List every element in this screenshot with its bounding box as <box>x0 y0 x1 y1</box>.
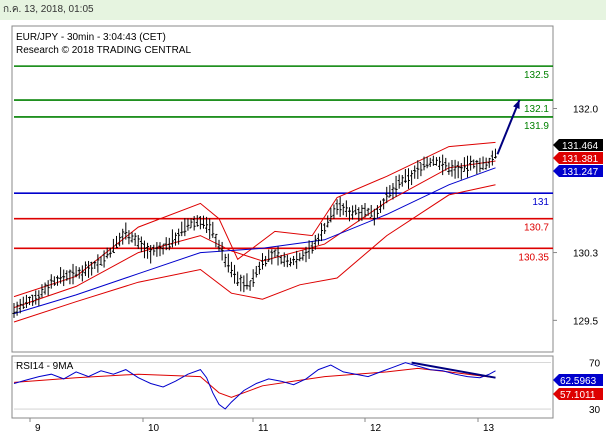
forecast-arrow <box>496 99 521 155</box>
moving-average-blue <box>13 167 496 315</box>
price-tag-label: 131.464 <box>562 141 599 152</box>
moving-averages <box>13 160 496 315</box>
level-label: 132.1 <box>524 104 549 115</box>
x-tick-label: 10 <box>148 423 160 434</box>
y-tick-label: 132.0 <box>573 105 598 116</box>
timestamp-bar: ก.ค. 13, 2018, 01:05 <box>0 0 606 20</box>
timestamp: ก.ค. 13, 2018, 01:05 <box>3 4 94 15</box>
x-tick-label: 9 <box>35 423 41 434</box>
rsi-tag <box>553 374 603 386</box>
rsi-title: RSI14 - 9MA <box>16 361 74 372</box>
forecast-line <box>496 99 521 155</box>
rsi-divergence-line <box>411 361 496 379</box>
band-lower <box>13 184 496 323</box>
rsi-line <box>13 362 496 410</box>
chart-title: EUR/JPY - 30min - 3:04:43 (CET) <box>16 32 166 43</box>
bollinger-bands <box>13 141 496 323</box>
level-label: 131.9 <box>524 121 549 132</box>
price-tags: 131.464 131.381 131.247 62.5963 57.1011 <box>553 139 603 401</box>
level-label: 131 <box>532 197 549 208</box>
x-tick-label: 13 <box>483 423 495 434</box>
price-tag-label: 131.247 <box>562 167 599 178</box>
candlesticks <box>12 148 497 318</box>
price-tag <box>553 152 603 164</box>
moving-average-red <box>13 160 496 309</box>
rsi-tag-label: 57.1011 <box>560 390 596 401</box>
level-label: 130.35 <box>518 252 549 263</box>
rsi-ma-line <box>13 367 496 398</box>
price-tag <box>553 165 603 177</box>
x-tick-label: 11 <box>258 423 269 434</box>
rsi-tag <box>553 388 603 400</box>
forecast-arrowhead <box>513 100 520 110</box>
support-resistance-levels: 132.5 132.1 131.9 131 130.7 130.35 <box>14 65 553 263</box>
x-tick-label: 12 <box>370 423 382 434</box>
rsi-lines <box>13 361 551 410</box>
y-tick-label: 129.5 <box>573 316 598 327</box>
chart-subtitle: Research © 2018 TRADING CENTRAL <box>16 45 191 56</box>
price-tag <box>553 139 603 151</box>
level-label: 130.7 <box>524 223 549 234</box>
rsi-panel-frame <box>11 355 554 419</box>
rsi-tag-label: 62.5963 <box>560 376 597 387</box>
level-label: 132.5 <box>524 70 549 81</box>
band-upper <box>13 141 496 298</box>
rsi-tick-label: 30 <box>589 405 601 416</box>
price-tag-label: 131.381 <box>562 154 599 165</box>
price-panel-frame <box>11 25 554 353</box>
rsi-tick-label: 70 <box>589 359 601 370</box>
y-tick-label: 130.3 <box>573 249 598 260</box>
axis-labels: 132.0 130.3 129.5 70 30 9 10 11 12 13 <box>29 105 601 434</box>
